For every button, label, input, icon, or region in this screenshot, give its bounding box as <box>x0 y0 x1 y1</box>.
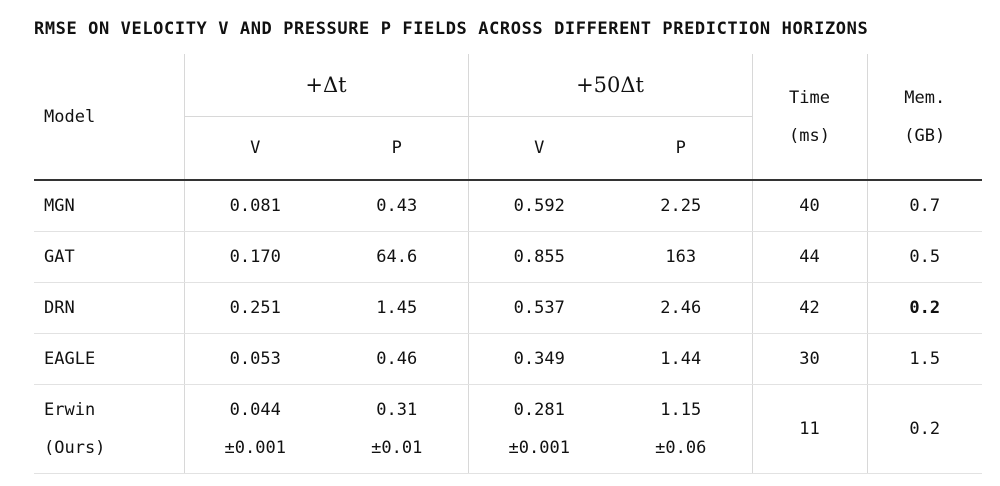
header-v-dt: V <box>183 116 326 181</box>
header-time-label: Time <box>789 87 830 108</box>
cell-p-50dt: 2.46 <box>610 282 753 334</box>
cell-p-dt: 0.43 <box>326 180 469 232</box>
cell-time: 44 <box>751 231 868 283</box>
header-time-unit: (ms) <box>789 125 830 146</box>
std-error: ±0.01 <box>371 438 423 458</box>
results-table: Model +Δt +50Δt Time (ms) Mem. (GB) V P … <box>34 54 983 474</box>
cell-v-50dt: 0.281 ±0.001 <box>467 384 611 474</box>
header-p-50dt: P <box>610 116 753 181</box>
table-row: MGN 0.081 0.43 0.592 2.25 40 0.7 <box>34 180 983 232</box>
cell-v-dt: 0.081 <box>183 180 326 232</box>
cell-v-dt: 0.251 <box>183 282 326 334</box>
value: 0.044 <box>229 400 281 420</box>
header-time: Time (ms) <box>751 54 868 181</box>
std-error: ±0.06 <box>655 438 707 458</box>
value: 0.281 <box>513 400 565 420</box>
table-row-erwin: Erwin (Ours) 0.044 ±0.001 0.31 ±0.01 0.2… <box>34 384 983 474</box>
cell-mem: 0.5 <box>866 231 983 283</box>
cell-p-50dt: 1.15 ±0.06 <box>610 384 753 474</box>
header-model: Model <box>34 54 184 181</box>
cell-p-dt: 0.46 <box>326 333 469 385</box>
cell-p-dt: 64.6 <box>326 231 469 283</box>
cell-v-50dt: 0.855 <box>467 231 611 283</box>
table-row: GAT 0.170 64.6 0.855 163 44 0.5 <box>34 231 983 283</box>
cell-model: MGN <box>34 180 184 232</box>
cell-time: 30 <box>751 333 868 385</box>
cell-v-50dt: 0.537 <box>467 282 611 334</box>
cell-model: DRN <box>34 282 184 334</box>
value: 1.15 <box>660 400 702 420</box>
header-group-50dt: +50Δt <box>467 54 753 117</box>
cell-model: GAT <box>34 231 184 283</box>
cell-v-dt: 0.170 <box>183 231 326 283</box>
header-group-dt: +Δt <box>183 54 469 117</box>
cell-model: EAGLE <box>34 333 184 385</box>
cell-time: 42 <box>751 282 868 334</box>
cell-mem: 0.2 <box>866 384 983 474</box>
cell-time: 40 <box>751 180 868 232</box>
value: 0.31 <box>376 400 418 420</box>
cell-model: Erwin (Ours) <box>34 384 184 474</box>
cell-time: 11 <box>751 384 868 474</box>
cell-v-50dt: 0.592 <box>467 180 611 232</box>
table-row: EAGLE 0.053 0.46 0.349 1.44 30 1.5 <box>34 333 983 385</box>
header-mem-label: Mem. <box>904 87 946 108</box>
cell-mem: 0.2 <box>866 282 983 334</box>
std-error: ±0.001 <box>508 438 570 458</box>
cell-p-50dt: 2.25 <box>610 180 753 232</box>
table-title: RMSE ON VELOCITY V AND PRESSURE P FIELDS… <box>34 19 869 39</box>
cell-v-50dt: 0.349 <box>467 333 611 385</box>
cell-p-50dt: 163 <box>610 231 753 283</box>
table-row: DRN 0.251 1.45 0.537 2.46 42 0.2 <box>34 282 983 334</box>
header-mem-unit: (GB) <box>904 125 946 146</box>
model-name: Erwin <box>44 400 96 420</box>
cell-v-dt: 0.044 ±0.001 <box>183 384 326 474</box>
model-note: (Ours) <box>44 438 106 458</box>
cell-mem: 0.7 <box>866 180 983 232</box>
cell-p-dt: 0.31 ±0.01 <box>326 384 469 474</box>
cell-mem: 1.5 <box>866 333 983 385</box>
cell-p-dt: 1.45 <box>326 282 469 334</box>
header-v-50dt: V <box>467 116 611 181</box>
std-error: ±0.001 <box>224 438 286 458</box>
header-mem: Mem. (GB) <box>866 54 983 181</box>
cell-p-50dt: 1.44 <box>610 333 753 385</box>
header-p-dt: P <box>326 116 469 181</box>
cell-v-dt: 0.053 <box>183 333 326 385</box>
